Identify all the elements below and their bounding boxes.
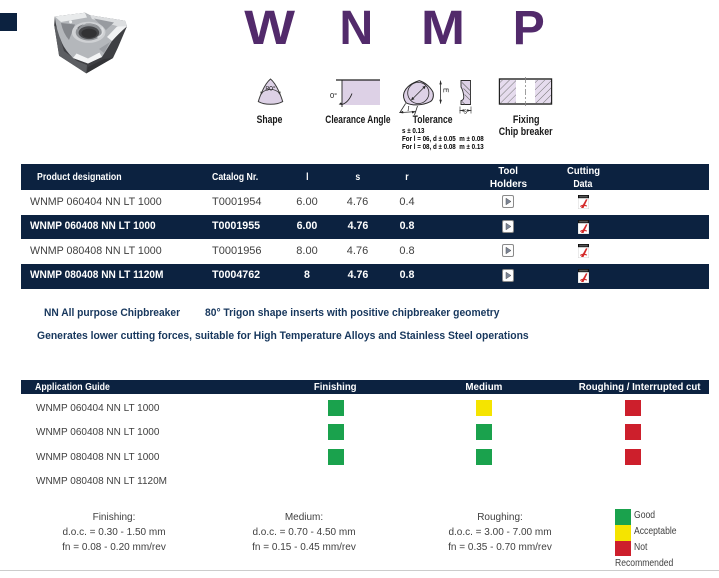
svg-text:s: s: [463, 108, 467, 115]
svg-text:80°: 80°: [265, 85, 276, 93]
svg-text:l: l: [407, 104, 409, 113]
svg-text:E: E: [442, 88, 449, 93]
svg-text:0°: 0°: [330, 91, 337, 100]
